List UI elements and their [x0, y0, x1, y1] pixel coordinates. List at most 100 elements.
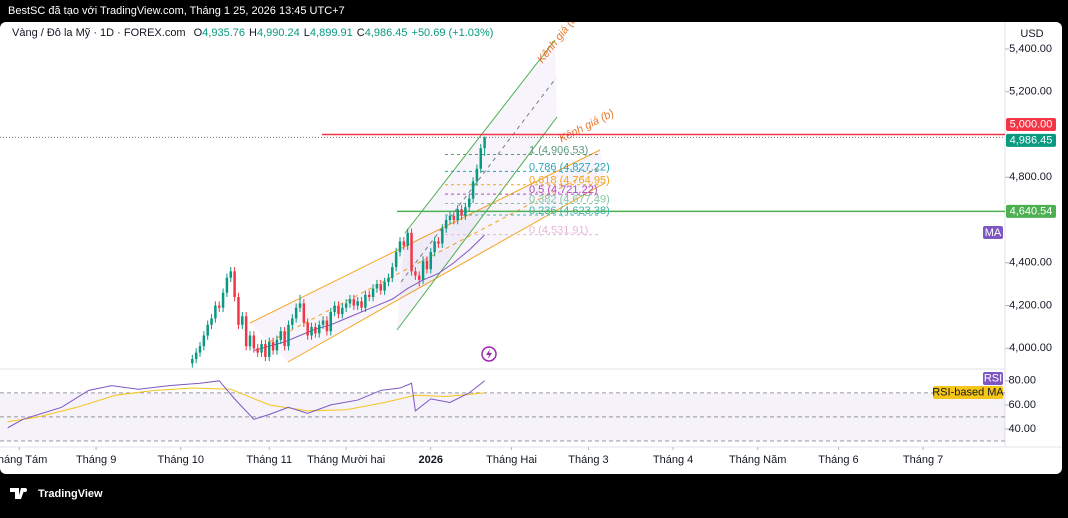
- candle-body: [341, 307, 344, 315]
- candle-body: [210, 318, 213, 325]
- x-tick-label: Tháng 4: [653, 454, 693, 466]
- candle-body: [410, 232, 413, 272]
- candle-body: [375, 284, 379, 289]
- candle-body: [348, 299, 352, 304]
- candle-body: [379, 284, 383, 291]
- candle-body: [248, 335, 252, 347]
- candle-body: [279, 331, 283, 340]
- candle-body: [417, 275, 421, 280]
- rsi-pane: [0, 380, 1005, 442]
- candle-body: [317, 324, 321, 334]
- legend-header: Vàng / Đô la Mỹ · 1D · FOREX.com O4,935.7…: [12, 27, 497, 39]
- candle-body: [475, 168, 479, 182]
- price-label: 4,640.54: [1010, 205, 1053, 217]
- candle-body: [387, 277, 390, 283]
- candle-body: [429, 252, 433, 270]
- x-tick-label: Tháng 6: [818, 454, 858, 466]
- candle-body: [433, 241, 436, 253]
- candle-body: [233, 271, 236, 298]
- channel-a-lower: [396, 116, 558, 331]
- price-pane: 1 (4,906.53) 0.786 (4,827.22) 0.618 (4,764…: [0, 133, 1005, 368]
- x-tick-label: Tháng 10: [158, 454, 204, 466]
- candle-body: [391, 267, 394, 278]
- legend-box: [933, 386, 1003, 399]
- chart-title: BestSC đã tạo với TradingView.com, Tháng…: [8, 5, 345, 17]
- candle-body: [479, 148, 483, 169]
- channel-a-upper: [404, 39, 556, 234]
- candle-body: [198, 346, 202, 353]
- ohlc-label: H: [249, 27, 257, 39]
- fib-label: 0.382 (4,677.49): [529, 193, 610, 205]
- ohlc-value: 4,935.76: [202, 27, 245, 39]
- candle-body: [467, 198, 471, 208]
- rsi-tick-label: 80.00: [1008, 375, 1036, 387]
- legend-label: RSI-based MA: [932, 386, 1004, 398]
- x-tick-label: Tháng Hai: [486, 454, 537, 466]
- channel-b-upper: [249, 149, 601, 324]
- candle-body: [264, 344, 267, 357]
- fib-label: 0.236 (4,623.38): [529, 205, 610, 217]
- candle-body: [460, 209, 463, 216]
- candle-body: [421, 260, 425, 280]
- x-tick-label: Tháng Tám: [0, 454, 47, 466]
- candle-body: [256, 348, 259, 353]
- candle-body: [237, 297, 240, 325]
- ohlc-label: C: [356, 27, 365, 39]
- price-label-box: [1006, 204, 1056, 218]
- candle-body: [383, 282, 386, 291]
- candle-body: [402, 241, 406, 246]
- candle-body: [364, 294, 367, 308]
- logo: TradingView: [10, 488, 103, 500]
- candle-body: [356, 301, 359, 306]
- candle-body: [444, 220, 448, 229]
- candle-body: [298, 303, 302, 308]
- channel-b-lower: [287, 182, 606, 363]
- x-tick-label: Tháng 7: [903, 454, 943, 466]
- candle-body: [441, 228, 444, 244]
- candle-body: [414, 271, 417, 276]
- candle-body: [191, 359, 194, 364]
- rsi-band: [0, 392, 1005, 441]
- candle-body: [291, 318, 294, 325]
- rsi-ma-line: [7, 387, 485, 423]
- x-tick-label: 2026: [419, 454, 443, 466]
- candle-body: [283, 331, 286, 347]
- candle-body: [310, 326, 313, 336]
- event-icon[interactable]: [481, 346, 497, 362]
- price-label-box: [1006, 133, 1056, 147]
- price-label: 5,000.00: [1010, 118, 1053, 130]
- ma-line: [253, 234, 485, 351]
- candle-body: [471, 181, 475, 199]
- candle-body: [206, 324, 209, 336]
- y-tick-label: 4,400.00: [1009, 257, 1052, 269]
- channel-b-mid: [268, 165, 603, 343]
- y-tick-label: 5,200.00: [1009, 86, 1052, 98]
- price-label: 4,986.45: [1010, 134, 1053, 146]
- legend-box: [983, 226, 1003, 239]
- y-tick-label: 5,400.00: [1009, 43, 1052, 55]
- candle-body: [229, 271, 233, 278]
- x-tick-label: Tháng 9: [76, 454, 116, 466]
- candle-body: [221, 292, 225, 308]
- x-tick-label: Tháng 11: [246, 454, 292, 466]
- fib-label: 0.786 (4,827.22): [529, 161, 610, 173]
- candle-body: [306, 322, 309, 336]
- candle-body: [217, 305, 221, 308]
- x-tick-label: Tháng 3: [568, 454, 608, 466]
- ohlc-value: 4,986.45: [364, 27, 408, 39]
- candle-body: [287, 324, 290, 347]
- rsi-line: [7, 380, 485, 429]
- legend-label: MA: [985, 227, 1002, 239]
- candle-body: [437, 241, 440, 244]
- change: +50.69 (+1.03%): [411, 27, 494, 39]
- candle-body: [321, 320, 325, 325]
- fib-label: 0 (4,531.91): [529, 224, 588, 236]
- logo-text: TradingView: [38, 488, 103, 500]
- candle-body: [452, 215, 456, 221]
- candle-body: [314, 326, 317, 334]
- logo-icon: [10, 488, 25, 499]
- candle-body: [202, 335, 206, 347]
- candle-body: [406, 232, 409, 246]
- event-icon-bolt: [486, 349, 492, 359]
